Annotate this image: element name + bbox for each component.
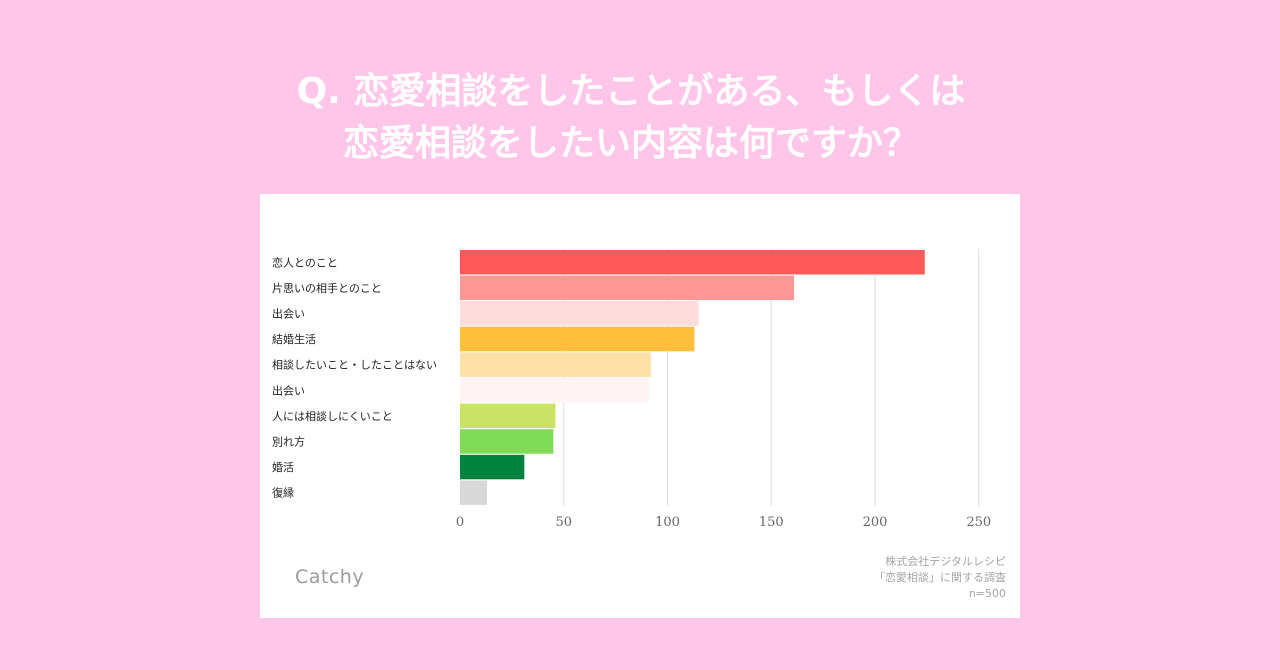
bar-chart: 0 50 100 150 200 250恋人とのこと片思いの相手とのこと出会い結婚生活相談… <box>272 249 991 530</box>
sample-size: n=500 <box>968 587 1006 600</box>
x-tick-label: 250 <box>966 515 991 530</box>
source-survey: 「恋愛相談」に関する調査 <box>874 571 1006 584</box>
bar <box>460 480 487 505</box>
bar <box>460 454 525 480</box>
category-label: 恋人とのこと <box>272 255 338 269</box>
bar <box>460 352 651 377</box>
bar <box>460 378 649 403</box>
category-label: 人には相談しにくいこと <box>272 409 393 423</box>
x-tick-label: 200 <box>863 515 888 530</box>
x-tick-label: 0 <box>456 515 464 530</box>
chart-title: Q. 恋愛相談をしたことがある、もしくは 恋愛相談をしたい内容は何ですか？ <box>0 66 1280 170</box>
brand-logo: Catchy <box>295 566 365 588</box>
chart-card: 0 50 100 150 200 250 恋人とのこと 片思いの相手とのこと 出会い 結婚生活 相談… <box>260 194 1020 618</box>
category-label: 別れ方 <box>272 434 305 448</box>
title-line-2: 恋愛相談をしたい内容は何ですか？ <box>342 123 919 164</box>
bar <box>460 250 925 275</box>
bar <box>460 326 695 352</box>
bar <box>460 275 795 301</box>
category-label: 出会い <box>272 383 305 397</box>
category-label: 結婚生活 <box>272 332 316 346</box>
bar <box>460 403 556 429</box>
title-line-1: Q. 恋愛相談をしたことがある、もしくは <box>296 71 966 112</box>
category-label: 相談したいこと・したことはない <box>272 358 437 372</box>
category-label: 片思いの相手とのこと <box>272 281 382 295</box>
category-label: 婚活 <box>272 460 294 474</box>
bar <box>460 301 699 326</box>
source-company: 株式会社デジタルレシピ <box>885 555 1006 568</box>
category-label: 出会い <box>272 306 305 320</box>
x-tick-label: 100 <box>655 515 680 530</box>
source-note: 株式会社デジタルレシピ 「恋愛相談」に関する調査 n=500 <box>874 554 1006 602</box>
x-tick-label: 50 <box>555 515 572 530</box>
category-label: 復縁 <box>272 486 294 500</box>
x-tick-label: 150 <box>759 515 784 530</box>
bar <box>460 429 554 454</box>
